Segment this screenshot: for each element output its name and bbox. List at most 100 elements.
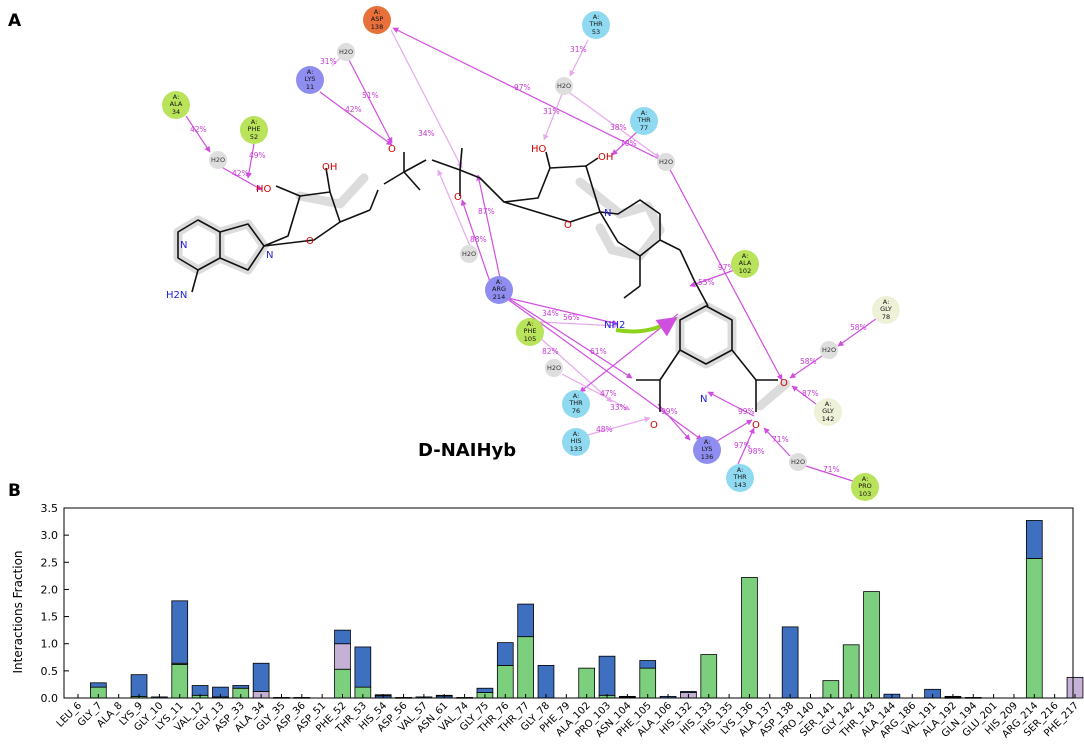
bar-segment [476,687,494,693]
svg-text:138: 138 [371,23,383,31]
pct-label: 97% [718,263,735,272]
residue-circle [693,436,721,464]
bar-segment [517,603,534,638]
svg-text:133: 133 [570,445,582,453]
x-axis: LEU_6GLY_7ALA_8LYS_9GLY_10LYS_11VAL_12GL… [55,694,1081,740]
pct-label: 99% [661,407,678,416]
pct-label: 87% [478,207,495,216]
svg-text:136: 136 [701,453,713,461]
svg-text:ALA: ALA [739,259,752,267]
pct-label: 47% [600,389,617,398]
bar-segment [639,667,657,699]
svg-text:A:: A: [173,93,180,101]
residue-circle [814,398,842,426]
ligand-structure: OH HO O O O HO OH O N N N N H2N NH2 O O … [166,144,791,431]
water-node: H2O [337,43,355,61]
water-node: H2O [657,153,675,171]
bar-segment [517,636,534,699]
svg-text:THR: THR [588,20,603,28]
pct-label: 42% [345,105,362,114]
bar-segment [537,665,555,699]
atom-label: O [650,420,658,431]
svg-text:102: 102 [739,267,751,275]
atom-label: O [780,378,788,389]
interaction-line [583,416,651,437]
svg-text:A:: A: [742,252,749,260]
svg-text:H2O: H2O [791,458,805,466]
pct-label: 82% [542,347,559,356]
residue-circle [726,464,754,492]
bar-segment [741,577,758,699]
bar-segment [354,646,372,688]
interaction-line [791,385,817,405]
residue-circle [296,66,324,94]
interaction-line [789,355,823,379]
water-node: H2O [209,151,227,169]
svg-text:A:: A: [862,475,869,483]
pct-label: 34% [418,129,435,138]
bar-segment [639,660,657,669]
interaction-line [460,199,491,283]
bar-segment [680,691,697,693]
svg-text:LYS: LYS [702,445,713,453]
atom-label: N [180,240,187,251]
bar-segment [90,682,107,688]
interaction-line [539,321,619,329]
panel-b: B Interactions Fraction 0.0 0.5 1.0 1.5 2.0 2… [8,481,1084,740]
pct-label: 33% [610,403,627,412]
svg-text:H2O: H2O [659,158,673,166]
interaction-line [543,93,563,141]
pct-label: 87% [802,389,819,398]
svg-text:THR: THR [636,116,651,124]
svg-text:A:: A: [307,68,314,76]
pct-label: 34% [542,309,559,318]
pct-label: 31% [320,57,337,66]
interaction-line [711,419,753,445]
pct-label: 58% [850,323,867,332]
svg-text:A:: A: [573,430,580,438]
atom-label: OH [322,162,337,173]
y-axis: 0.0 0.5 1.0 1.5 2.0 2.5 3.0 3.5 [41,502,69,705]
pct-label: 55% [698,278,715,287]
y-tick-label: 1.5 [41,611,59,624]
pct-label: 88% [470,235,487,244]
bar-segment [334,643,351,670]
svg-text:H2O: H2O [547,364,561,372]
interaction-line [437,169,471,247]
interaction-line [559,85,661,159]
svg-text:H2O: H2O [211,156,225,164]
panel-a: A [8,6,900,501]
residue-circle [582,11,610,39]
svg-text:A:: A: [374,8,381,16]
pct-label: 31% [570,45,587,54]
svg-text:HIS: HIS [571,437,582,445]
svg-text:A:: A: [251,118,258,126]
residue-circle [162,91,190,119]
interaction-percentages: 31% 51% 42% 42% 49% 42% 34% 97% 31% 31% … [190,45,867,474]
bar-segment [1025,558,1043,699]
svg-text:THR: THR [732,473,747,481]
interaction-line [611,131,638,156]
atom-label: NH2 [604,320,625,331]
svg-text:76: 76 [572,407,580,415]
svg-text:A:: A: [496,278,503,286]
svg-text:ALA: ALA [170,100,183,108]
svg-text:GLY: GLY [822,407,834,415]
bar-segment [1025,520,1043,559]
svg-text:A:: A: [573,392,580,400]
pct-label: 49% [249,151,266,160]
bar-segment [130,674,148,697]
residue-circle [630,107,658,135]
atom-label: O [454,192,462,203]
svg-text:103: 103 [859,490,871,498]
interaction-line [507,297,633,379]
